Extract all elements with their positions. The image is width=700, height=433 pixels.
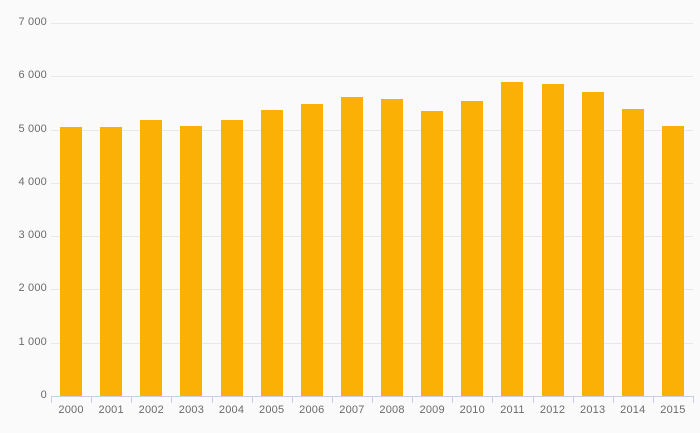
x-axis-tick-label: 2001 — [98, 404, 124, 416]
x-axis-tick-label: 2014 — [620, 404, 646, 416]
x-axis-tick — [51, 396, 52, 403]
bar[interactable] — [621, 108, 644, 396]
x-axis-tick-label: 2011 — [500, 404, 525, 416]
x-axis-tick — [693, 396, 694, 403]
x-axis-tick-label: 2010 — [459, 404, 485, 416]
bar[interactable] — [220, 119, 243, 396]
y-axis-tick-label: 6 000 — [18, 69, 47, 82]
y-axis-tick-label: 2 000 — [18, 282, 47, 295]
bar[interactable] — [340, 97, 363, 396]
x-axis-tick — [91, 396, 93, 403]
bar[interactable] — [381, 98, 404, 396]
x-axis-tick-label: 2007 — [339, 404, 365, 416]
x-axis-tick-label: 2002 — [138, 404, 164, 416]
y-axis-tick-label: 3 000 — [18, 229, 47, 242]
bar[interactable] — [300, 104, 323, 396]
plot-area — [51, 23, 693, 396]
y-axis-tick-label: 7 000 — [18, 16, 47, 28]
x-axis-tick-label: 2003 — [178, 404, 205, 416]
bar[interactable] — [461, 101, 484, 396]
x-axis-tick-label: 2008 — [379, 404, 405, 416]
x-axis-tick-label: 2005 — [259, 404, 285, 416]
x-axis-tick — [532, 396, 534, 403]
bar[interactable] — [581, 91, 604, 396]
x-axis-tick-label: 2013 — [580, 404, 606, 416]
x-axis-tick-label: 2004 — [218, 404, 245, 416]
x-axis-tick — [652, 396, 654, 403]
x-axis-tick-label: 2000 — [58, 404, 84, 416]
bar[interactable] — [501, 81, 524, 396]
bars-layer — [51, 23, 693, 396]
y-axis-tick-label: 5 000 — [18, 122, 47, 135]
x-axis-tick — [412, 396, 414, 403]
x-axis-labels: 2000 2001 2002 2003 2004 2005 2006 2007 2008 2009… — [51, 404, 693, 424]
x-axis-tick — [331, 396, 333, 403]
gridline — [51, 342, 693, 344]
gridline — [51, 182, 693, 184]
y-axis-labels: 0 1 000 2 000 3 000 4 000 5 000 6 000 7 000 — [0, 0, 47, 433]
bar[interactable] — [260, 109, 283, 396]
bar[interactable] — [140, 119, 163, 396]
x-axis-tick — [492, 396, 494, 403]
x-axis-tick-label: 2006 — [299, 404, 325, 416]
x-axis-tick-label: 2009 — [419, 404, 445, 416]
bar[interactable] — [100, 126, 123, 396]
x-axis-tick — [211, 396, 213, 403]
x-axis-tick — [452, 396, 454, 403]
gridline — [51, 23, 693, 24]
bar[interactable] — [421, 110, 444, 396]
bar[interactable] — [180, 126, 203, 396]
bar[interactable] — [541, 84, 564, 396]
x-axis-tick-label: 2012 — [539, 404, 566, 416]
y-axis-tick-label: 4 000 — [18, 175, 47, 188]
gridline — [51, 236, 693, 238]
x-axis-tick — [291, 396, 293, 403]
y-axis-tick-label: 1 000 — [18, 335, 47, 348]
bar[interactable] — [661, 126, 684, 396]
x-axis-tick — [131, 396, 133, 403]
bar[interactable] — [60, 127, 83, 396]
gridline — [51, 129, 693, 131]
x-axis-tick — [251, 396, 253, 403]
x-axis-tick — [171, 396, 173, 403]
x-axis-tick — [572, 396, 574, 403]
x-axis-tick — [612, 396, 614, 403]
x-axis-tick-label: 2015 — [660, 404, 686, 416]
gridline — [51, 289, 693, 291]
x-axis-tick — [372, 396, 373, 403]
gridline — [51, 76, 693, 78]
y-axis-tick-label: 0 — [40, 389, 47, 401]
